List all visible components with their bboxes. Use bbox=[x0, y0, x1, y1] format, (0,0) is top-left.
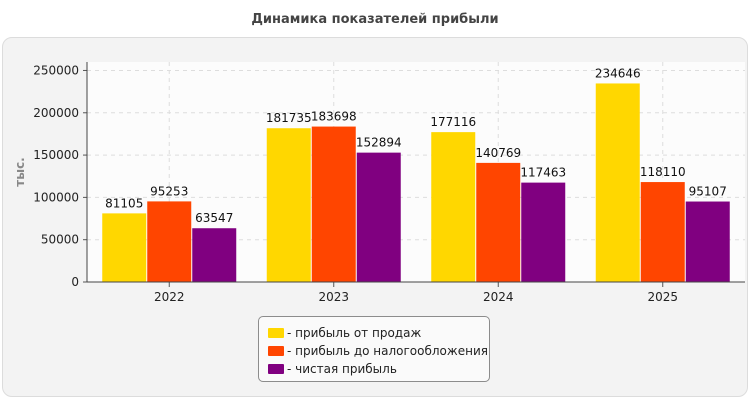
y-tick-label: 100000 bbox=[33, 190, 79, 204]
data-label: 140769 bbox=[475, 146, 521, 160]
y-tick-label: 250000 bbox=[33, 63, 79, 77]
data-label: 152894 bbox=[356, 136, 402, 150]
bar-2024-1 bbox=[476, 162, 521, 282]
data-label: 95253 bbox=[150, 184, 188, 198]
y-tick-label: 200000 bbox=[33, 106, 79, 120]
legend-swatch-pretax bbox=[268, 346, 284, 356]
bar-2022-2 bbox=[192, 228, 237, 282]
chart-title: Динамика показателей прибыли bbox=[251, 12, 499, 27]
data-label: 63547 bbox=[195, 211, 233, 225]
data-label: 234646 bbox=[595, 66, 641, 80]
legend-label-sales: - прибыль от продаж bbox=[287, 326, 422, 340]
legend-item-net: - чистая прибыль bbox=[268, 360, 489, 378]
y-axis-label: тыс. bbox=[13, 157, 27, 186]
data-label: 183698 bbox=[311, 110, 357, 124]
y-tick-label: 50000 bbox=[41, 233, 79, 247]
legend-item-pretax: - прибыль до налогообложения bbox=[268, 342, 489, 360]
data-label: 177116 bbox=[430, 115, 476, 129]
legend-label-net: - чистая прибыль bbox=[287, 362, 397, 376]
data-label: 118110 bbox=[640, 165, 686, 179]
legend-item-sales: - прибыль от продаж bbox=[268, 324, 489, 342]
x-tick-label: 2023 bbox=[318, 290, 349, 304]
data-label: 117463 bbox=[520, 166, 566, 180]
y-tick-label: 150000 bbox=[33, 148, 79, 162]
data-label: 95107 bbox=[689, 185, 727, 199]
x-tick-label: 2022 bbox=[154, 290, 185, 304]
bar-2024-0 bbox=[431, 132, 476, 282]
bar-2023-0 bbox=[266, 128, 311, 282]
bar-2022-1 bbox=[147, 201, 192, 282]
bar-2025-1 bbox=[640, 182, 685, 282]
legend: - прибыль от продаж - прибыль до налогоо… bbox=[258, 316, 490, 382]
legend-swatch-sales bbox=[268, 328, 284, 338]
bar-2025-0 bbox=[595, 83, 640, 282]
x-tick-label: 2025 bbox=[647, 290, 678, 304]
bar-2025-2 bbox=[685, 201, 730, 282]
legend-label-pretax: - прибыль до налогообложения bbox=[287, 344, 488, 358]
bar-2024-2 bbox=[521, 182, 566, 282]
x-tick-label: 2024 bbox=[483, 290, 514, 304]
data-label: 81105 bbox=[105, 196, 143, 210]
data-label: 181735 bbox=[266, 111, 312, 125]
bar-2023-2 bbox=[356, 152, 401, 282]
bar-2023-1 bbox=[311, 126, 356, 282]
legend-swatch-net bbox=[268, 364, 284, 374]
y-tick-label: 0 bbox=[71, 275, 79, 289]
bar-2022-0 bbox=[102, 213, 147, 282]
